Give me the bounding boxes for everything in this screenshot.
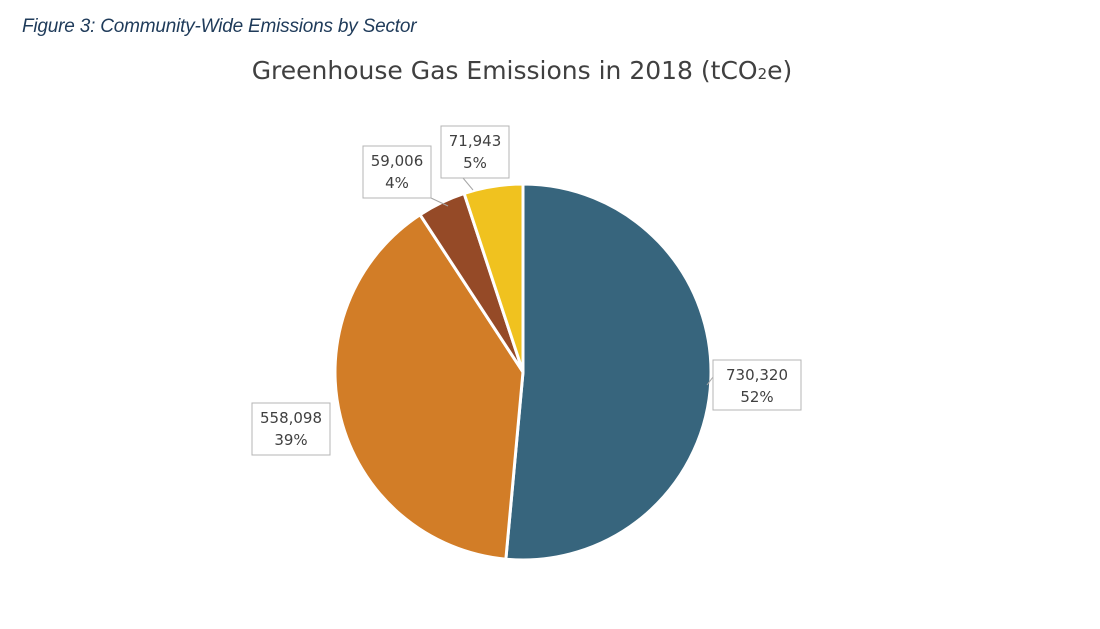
data-label-box — [251, 402, 331, 456]
data-label-value: 59,006 — [371, 152, 424, 170]
data-label-percent: 5% — [463, 154, 487, 172]
chart-title-suffix: e) — [767, 56, 793, 85]
data-label-box — [440, 125, 510, 179]
data-label-value: 71,943 — [449, 132, 502, 150]
pie-labels: 730,320 52% 558,098 39% 59,006 4% 71,943 5% — [251, 125, 802, 456]
figure-caption: Figure 3: Community-Wide Emissions by Se… — [22, 16, 417, 37]
leader-line — [430, 197, 449, 207]
leader-line — [462, 177, 474, 191]
leader-line — [706, 376, 714, 386]
data-label-percent: 52% — [740, 388, 773, 406]
chart-title-main: Greenhouse Gas Emissions in 2018 (tCO — [251, 56, 758, 85]
data-label-percent: 39% — [274, 431, 307, 449]
pie-slices — [333, 182, 713, 562]
data-label-box — [712, 359, 802, 411]
data-label-percent: 4% — [385, 174, 409, 192]
chart-title-subscript: 2 — [757, 65, 768, 83]
data-label-value: 558,098 — [260, 409, 322, 427]
pie-slice — [462, 182, 525, 374]
chart-title: Greenhouse Gas Emissions in 2018 (tCO2e) — [0, 56, 1044, 85]
pie-slice — [504, 182, 713, 562]
data-label-value: 730,320 — [726, 366, 788, 384]
data-label-box — [362, 145, 432, 199]
